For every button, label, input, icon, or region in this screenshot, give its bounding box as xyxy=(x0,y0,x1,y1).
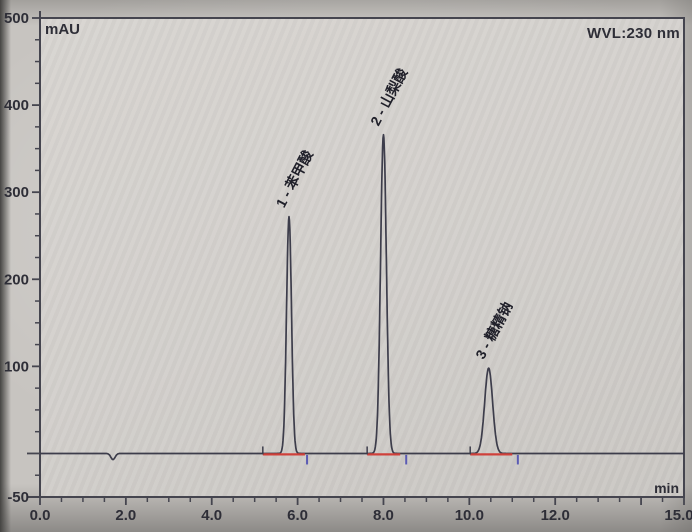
peak-label: 3 - 糖精钠 xyxy=(472,299,515,361)
y-axis-unit-label: mAU xyxy=(45,21,81,38)
peak-label: 1 - 苯甲酸 xyxy=(273,147,317,210)
y-tick-label: 100 xyxy=(4,358,29,375)
y-tick-label: 200 xyxy=(4,271,29,288)
x-axis-unit-label: min xyxy=(654,480,679,496)
y-tick-label: 500 xyxy=(4,10,29,27)
axis-frame xyxy=(39,17,685,498)
x-tick-label: 10.0 xyxy=(455,507,484,524)
peak-label: 2 - 山梨酸 xyxy=(367,65,411,128)
y-tick-label: -50 xyxy=(7,489,29,506)
x-tick-label: 15.0 xyxy=(664,507,692,524)
y-tick-label: 400 xyxy=(4,97,29,114)
x-tick-label: 2.0 xyxy=(115,507,136,524)
chromatogram-trace xyxy=(39,133,685,461)
y-tick-label: 300 xyxy=(4,184,29,201)
detector-wavelength-label: WVL:230 nm xyxy=(586,25,680,42)
x-tick-label: 12.0 xyxy=(541,507,570,524)
x-tick-label: 0.0 xyxy=(30,507,51,524)
chromatogram-plot-area xyxy=(40,18,684,497)
x-tick-label: 6.0 xyxy=(287,507,308,524)
x-tick-label: 8.0 xyxy=(373,507,394,524)
x-tick-label: 4.0 xyxy=(201,507,222,524)
